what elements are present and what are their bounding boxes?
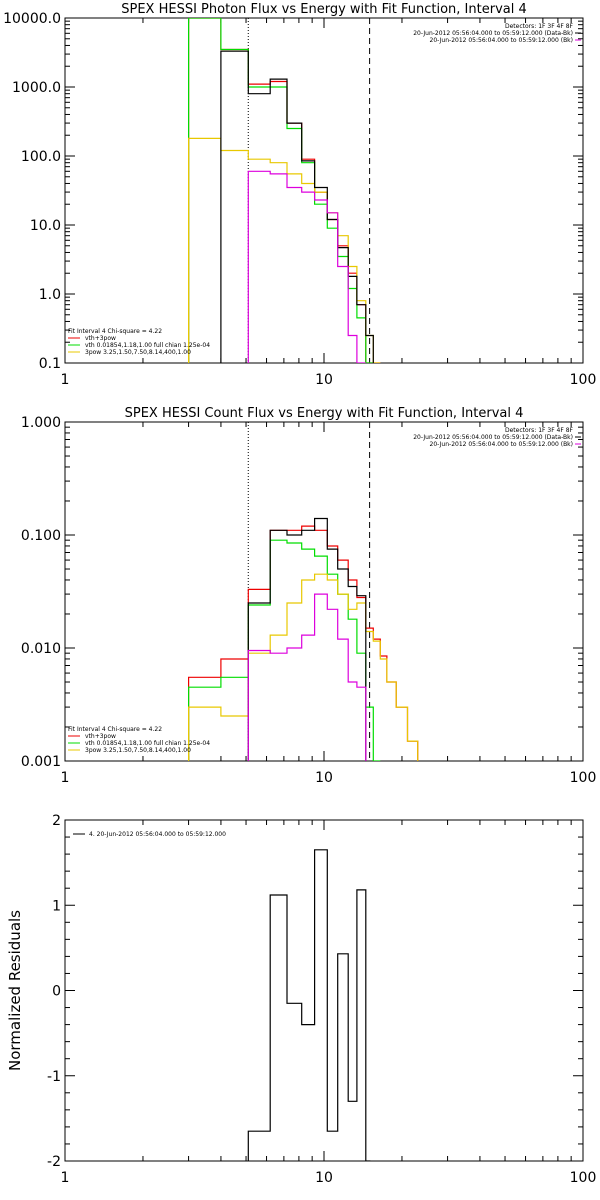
legend-entry: 3pow 3.25,1.50,7.50,8.14,400,1.00 [85,349,191,356]
legend-entry: 3pow 3.25,1.50,7.50,8.14,400,1.00 [85,747,191,754]
legend-entry: vth+3pow [85,335,116,342]
y-tick-label: 10.0 [30,218,61,234]
y-tick-label: 1.0 [39,287,61,303]
y-tick-label: 0.010 [21,641,61,657]
series-line-4 [247,517,367,761]
info-text: 20-Jun-2012 05:56:04.000 to 05:59:12.000… [430,441,573,448]
chart-title: SPEX HESSI Count Flux vs Energy with Fit… [125,406,524,421]
series-line-1 [247,849,371,1161]
y-tick-label: 0.001 [21,754,61,770]
series-line-4 [220,50,374,363]
chart-panel-2: SPEX HESSI Count Flux vs Energy with Fit… [21,406,596,786]
x-tick-label: 1 [61,770,70,786]
y-tick-label: 0 [52,984,61,1000]
y-tick-label: 0.100 [21,528,61,544]
series-group [188,517,419,761]
plot-frame [64,17,584,364]
y-tick-label: 10000.0 [3,11,61,27]
x-tick-label: 1 [61,1170,70,1186]
series-line-5 [247,170,366,363]
series-line-3 [188,137,381,363]
series-group [188,18,381,363]
legend-entry: 4. 20-Jun-2012 05:56:04.000 to 05:59:12.… [89,831,226,838]
legend-entry: vth 0.01854,1.18,1.00 full chian 1.25e-0… [85,342,210,349]
plot-frame [64,819,584,1162]
chart-panel-3: Normalized Residuals 1 10 100 -2 -1 0 1 2 4. 20-J… [6,813,596,1186]
info-text: Detectors: 1F 3F 4F 8F [505,23,574,30]
x-tick-label: 10 [315,1170,333,1186]
legend-entry: vth+3pow [85,733,116,740]
x-tick-label: 100 [570,1170,597,1186]
x-tick-label: 10 [315,770,333,786]
legend-entry: vth 0.01854,1.18,1.00 full chian 1.25e-0… [85,740,210,747]
y-axis-label: Normalized Residuals [6,910,24,1071]
series-group [247,849,371,1161]
legend-header: Fit Interval 4 Chi-square = 4.22 [68,726,162,733]
info-text: Detectors: 1F 3F 4F 8F [505,427,574,434]
series-line-2 [188,539,381,761]
info-text: 20-Jun-2012 05:56:04.000 to 05:59:12.000… [430,37,573,44]
y-tick-label: 1000.0 [12,80,61,96]
legend-header: Fit Interval 4 Chi-square = 4.22 [68,328,162,335]
series-line-2 [188,18,374,363]
info-text: 20-Jun-2012 05:56:04.000 to 05:59:12.000… [413,30,573,37]
y-tick-label: -1 [47,1069,61,1085]
x-tick-label: 1 [61,372,70,388]
x-tick-label: 100 [570,372,597,388]
series-line-1 [188,525,419,761]
series-line-3 [188,573,419,761]
series-line-1 [188,18,381,363]
y-tick-label: 1 [52,898,61,914]
x-tick-label: 100 [570,770,597,786]
chart-title: SPEX HESSI Photon Flux vs Energy with Fi… [121,2,527,17]
series-line-5 [247,593,367,761]
y-tick-label: 100.0 [21,149,61,165]
plot-frame [64,421,584,762]
x-tick-label: 10 [315,372,333,388]
chart-panel-1: SPEX HESSI Photon Flux vs Energy with Fi… [3,2,596,388]
info-text: 20-Jun-2012 05:56:04.000 to 05:59:12.000… [413,434,573,441]
y-tick-label: 2 [52,813,61,829]
y-tick-label: 0.1 [39,356,61,372]
y-tick-label: -2 [47,1154,61,1170]
y-tick-label: 1.000 [21,415,61,431]
